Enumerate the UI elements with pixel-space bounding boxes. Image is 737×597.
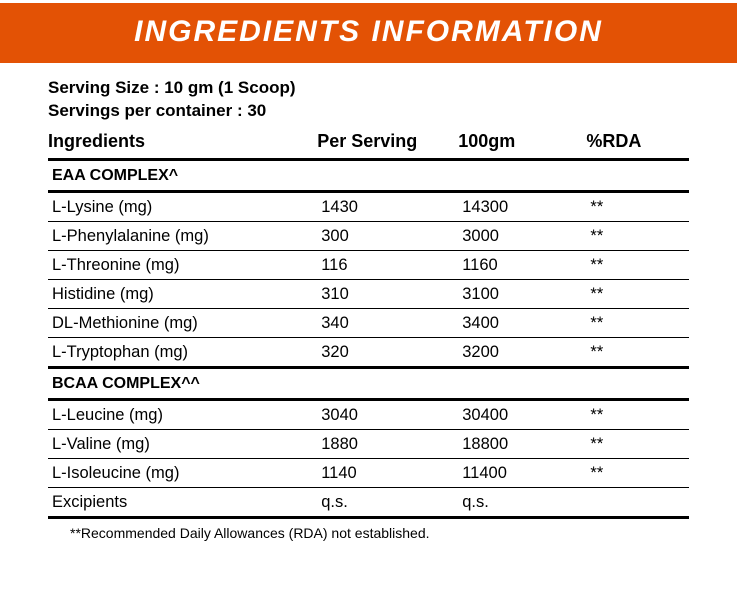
section-eaa-title: EAA COMPLEX^ (48, 159, 689, 190)
per-100gm-value: 14300 (458, 191, 586, 221)
rda-value: ** (586, 399, 689, 429)
per-serving-value: 300 (317, 221, 458, 250)
table-row: L-Isoleucine (mg) 1140 11400 ** (48, 458, 689, 487)
per-100gm-value: 18800 (458, 429, 586, 458)
ingredient-name: L-Phenylalanine (mg) (48, 221, 317, 250)
ingredient-name: DL-Methionine (mg) (48, 308, 317, 337)
rda-value: ** (586, 279, 689, 308)
ingredient-name: L-Leucine (mg) (48, 399, 317, 429)
header-rda: %RDA (586, 127, 689, 158)
banner-title: INGREDIENTS INFORMATION (134, 15, 603, 48)
ingredient-name: Histidine (mg) (48, 279, 317, 308)
ingredient-name: L-Tryptophan (mg) (48, 337, 317, 366)
per-serving-value: q.s. (317, 487, 458, 516)
section-bcaa: BCAA COMPLEX^^ (48, 367, 689, 398)
table-row: L-Leucine (mg) 3040 30400 ** (48, 399, 689, 429)
rda-value: ** (586, 337, 689, 366)
table-row: L-Lysine (mg) 1430 14300 ** (48, 191, 689, 221)
per-serving-value: 1140 (317, 458, 458, 487)
per-100gm-value: 3100 (458, 279, 586, 308)
table-row: L-Threonine (mg) 116 1160 ** (48, 250, 689, 279)
ingredient-name: L-Valine (mg) (48, 429, 317, 458)
per-100gm-value: 11400 (458, 458, 586, 487)
footnote: **Recommended Daily Allowances (RDA) not… (48, 519, 689, 541)
table-row: L-Phenylalanine (mg) 300 3000 ** (48, 221, 689, 250)
header-row: Ingredients Per Serving 100gm %RDA (48, 127, 689, 158)
ingredient-name: L-Isoleucine (mg) (48, 458, 317, 487)
per-100gm-value: q.s. (458, 487, 586, 516)
serving-size: Serving Size : 10 gm (1 Scoop) (48, 77, 689, 100)
ingredient-name: L-Threonine (mg) (48, 250, 317, 279)
header-per-serving: Per Serving (317, 127, 458, 158)
banner: INGREDIENTS INFORMATION (0, 0, 737, 63)
section-eaa: EAA COMPLEX^ (48, 159, 689, 190)
per-100gm-value: 3400 (458, 308, 586, 337)
header-100gm: 100gm (458, 127, 586, 158)
per-serving-value: 116 (317, 250, 458, 279)
table-row: L-Tryptophan (mg) 320 3200 ** (48, 337, 689, 366)
table-row: DL-Methionine (mg) 340 3400 ** (48, 308, 689, 337)
per-100gm-value: 3200 (458, 337, 586, 366)
section-bcaa-title: BCAA COMPLEX^^ (48, 367, 689, 398)
ingredients-table: Ingredients Per Serving 100gm %RDA EAA C… (48, 127, 689, 519)
per-100gm-value: 30400 (458, 399, 586, 429)
header-ingredients: Ingredients (48, 127, 317, 158)
table-row: Excipients q.s. q.s. (48, 487, 689, 516)
per-serving-value: 340 (317, 308, 458, 337)
rda-value: ** (586, 221, 689, 250)
per-100gm-value: 3000 (458, 221, 586, 250)
per-serving-value: 1430 (317, 191, 458, 221)
per-100gm-value: 1160 (458, 250, 586, 279)
per-serving-value: 320 (317, 337, 458, 366)
rda-value: ** (586, 308, 689, 337)
rda-value: ** (586, 429, 689, 458)
rda-value: ** (586, 250, 689, 279)
ingredient-name: Excipients (48, 487, 317, 516)
per-serving-value: 3040 (317, 399, 458, 429)
table-row: Histidine (mg) 310 3100 ** (48, 279, 689, 308)
per-serving-value: 310 (317, 279, 458, 308)
per-serving-value: 1880 (317, 429, 458, 458)
servings-per-container: Servings per container : 30 (48, 100, 689, 123)
table-row: L-Valine (mg) 1880 18800 ** (48, 429, 689, 458)
content: Serving Size : 10 gm (1 Scoop) Servings … (0, 63, 737, 551)
ingredient-name: L-Lysine (mg) (48, 191, 317, 221)
rda-value: ** (586, 191, 689, 221)
rda-value (586, 487, 689, 516)
rda-value: ** (586, 458, 689, 487)
